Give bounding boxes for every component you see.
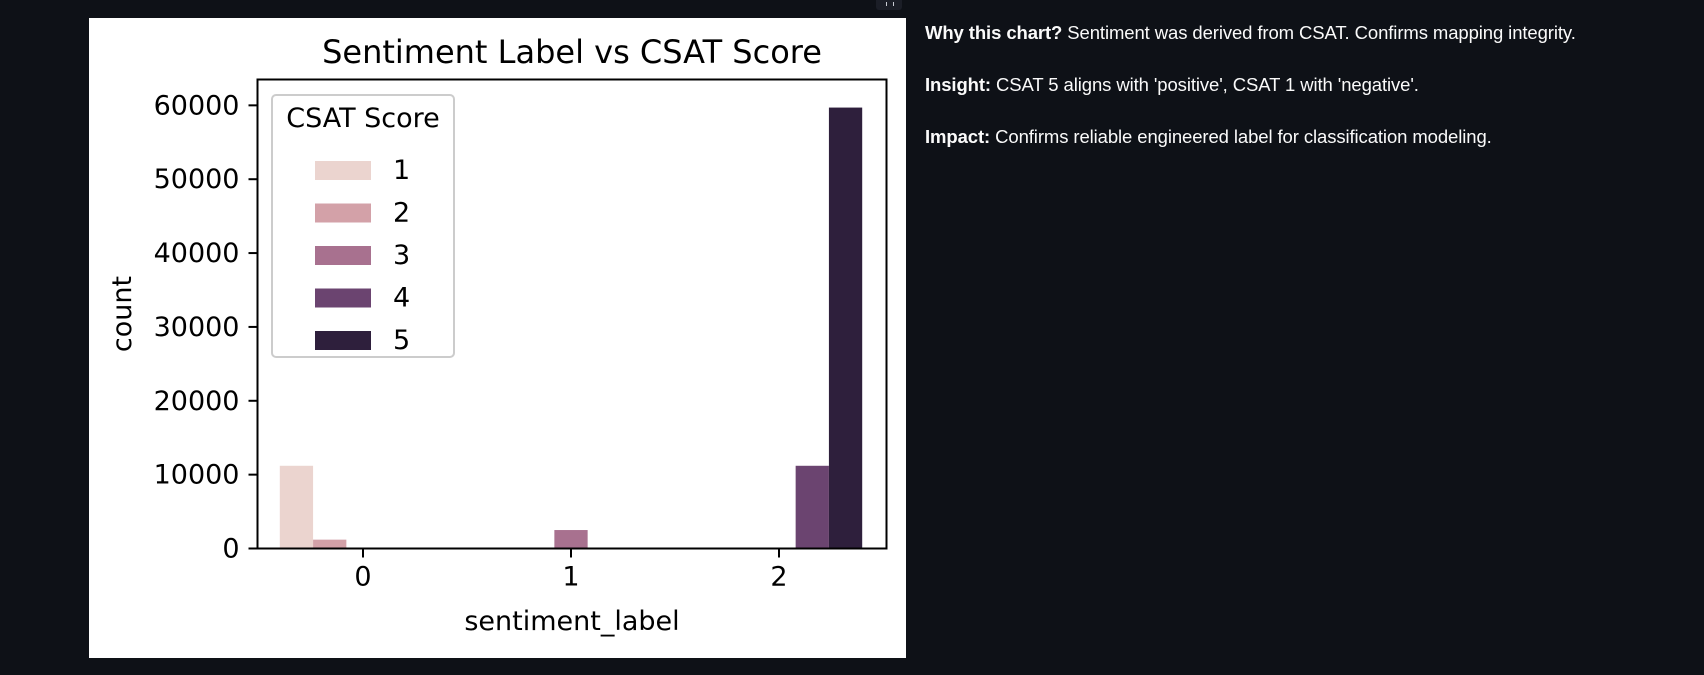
note-why: Why this chart? Sentiment was derived fr… bbox=[925, 20, 1685, 46]
legend-title: CSAT Score bbox=[286, 103, 440, 134]
legend-box bbox=[271, 94, 455, 358]
bar bbox=[313, 539, 347, 549]
note-why-label: Why this chart? bbox=[925, 22, 1063, 43]
legend-swatch bbox=[315, 203, 371, 223]
legend: CSAT Score 1 2 3 4 5 bbox=[271, 94, 455, 358]
fullscreen-icon[interactable] bbox=[876, 0, 902, 10]
legend-swatch bbox=[315, 246, 371, 265]
x-axis-ticks: 0 1 2 bbox=[354, 548, 788, 593]
y-tick-label: 20000 bbox=[154, 386, 240, 417]
note-insight-text: CSAT 5 aligns with 'positive', CSAT 1 wi… bbox=[991, 74, 1419, 95]
note-impact-label: Impact: bbox=[925, 126, 991, 147]
y-axis-label: count bbox=[107, 276, 138, 352]
legend-swatch bbox=[315, 331, 371, 350]
note-impact: Impact: Confirms reliable engineered lab… bbox=[925, 124, 1685, 150]
bar bbox=[554, 530, 588, 549]
legend-swatch bbox=[315, 288, 371, 308]
bar-chart: Sentiment Label vs CSAT Score 0 10000 2000… bbox=[107, 33, 888, 637]
y-tick-label: 50000 bbox=[154, 164, 240, 195]
bar bbox=[279, 465, 314, 549]
bars bbox=[279, 107, 863, 549]
x-tick-label: 0 bbox=[354, 562, 371, 593]
y-tick-label: 40000 bbox=[154, 238, 240, 269]
chart-title: Sentiment Label vs CSAT Score bbox=[322, 33, 822, 71]
legend-label: 1 bbox=[393, 155, 410, 186]
bar bbox=[828, 107, 863, 549]
note-insight: Insight: CSAT 5 aligns with 'positive', … bbox=[925, 72, 1685, 98]
x-tick-label: 1 bbox=[562, 562, 579, 593]
y-tick-label: 60000 bbox=[154, 90, 240, 121]
y-tick-label: 30000 bbox=[154, 312, 240, 343]
y-tick-label: 10000 bbox=[154, 460, 240, 491]
x-axis-label: sentiment_label bbox=[464, 606, 679, 637]
plot-frame bbox=[256, 78, 888, 550]
legend-label: 4 bbox=[393, 283, 410, 314]
legend-label: 5 bbox=[393, 325, 410, 356]
legend-swatch bbox=[315, 161, 371, 180]
y-axis-ticks: 0 10000 20000 30000 40000 50000 60000 bbox=[154, 90, 258, 565]
insight-notes: Why this chart? Sentiment was derived fr… bbox=[925, 20, 1685, 176]
note-impact-text: Confirms reliable engineered label for c… bbox=[990, 126, 1492, 147]
legend-label: 3 bbox=[393, 240, 410, 271]
note-why-text: Sentiment was derived from CSAT. Confirm… bbox=[1062, 22, 1576, 43]
x-tick-label: 2 bbox=[770, 562, 787, 593]
bar bbox=[795, 465, 829, 549]
y-tick-label: 0 bbox=[222, 534, 239, 565]
legend-label: 2 bbox=[393, 198, 410, 229]
legend-items: 1 2 3 4 5 bbox=[315, 155, 410, 356]
note-insight-label: Insight: bbox=[925, 74, 991, 95]
chart-frame: Sentiment Label vs CSAT Score 0 10000 2000… bbox=[89, 18, 906, 658]
